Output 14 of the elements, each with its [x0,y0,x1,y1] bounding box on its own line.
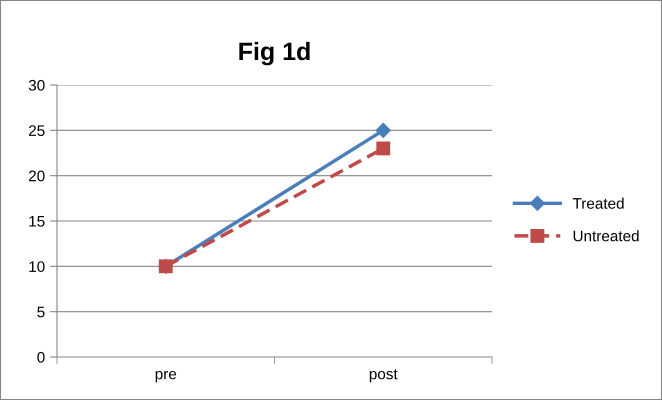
point [376,142,390,156]
y-tick-label: 5 [37,306,45,318]
y-tick-label: 30 [28,80,45,91]
legend-label: Untreated [574,230,639,242]
point [376,122,391,138]
y-tick-label: 15 [29,216,45,227]
x-tick-label: pre [156,370,176,382]
x-tick-label: post [370,369,398,382]
y-tick-label: 20 [28,170,45,182]
legend-label: Treated [572,198,624,209]
y-tick-label: 10 [29,261,45,272]
chart-title: Fig 1d [239,42,310,66]
y-tick-label: 25 [28,125,45,136]
y-tick-label: 0 [37,352,45,363]
